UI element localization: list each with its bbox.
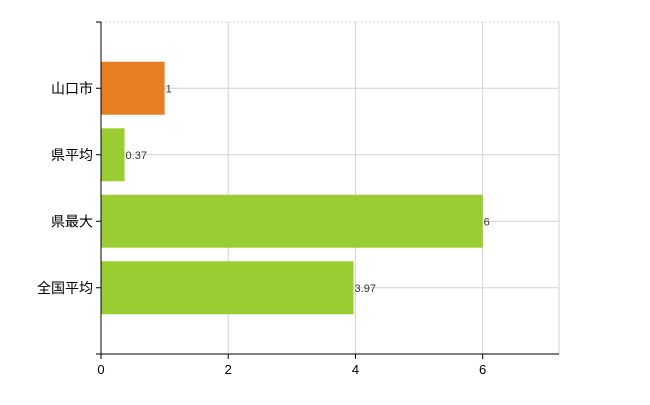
category-label-1: 県平均 bbox=[51, 147, 93, 163]
axis-layer bbox=[96, 21, 559, 359]
data-label-3: 3.97 bbox=[355, 283, 376, 295]
data-label-1: 0.37 bbox=[126, 150, 147, 162]
bar-2 bbox=[101, 194, 483, 248]
x-tick-label-2: 4 bbox=[352, 362, 359, 377]
bar-0 bbox=[101, 61, 165, 115]
category-label-2: 県最大 bbox=[51, 213, 93, 229]
category-label-3: 全国平均 bbox=[37, 280, 93, 296]
labels-layer: 1 山口市 0.37 県平均 6 県最大 3.97 全国平均 0 2 4 6 bbox=[37, 80, 490, 377]
bar-1 bbox=[101, 128, 125, 182]
category-label-0: 山口市 bbox=[51, 80, 93, 96]
data-label-2: 6 bbox=[484, 216, 490, 228]
x-tick-label-0: 0 bbox=[97, 362, 104, 377]
data-label-0: 1 bbox=[166, 83, 172, 95]
bars-layer bbox=[101, 61, 483, 315]
bar-3 bbox=[101, 261, 354, 315]
x-tick-label-3: 6 bbox=[479, 362, 486, 377]
x-tick-label-1: 2 bbox=[225, 362, 232, 377]
